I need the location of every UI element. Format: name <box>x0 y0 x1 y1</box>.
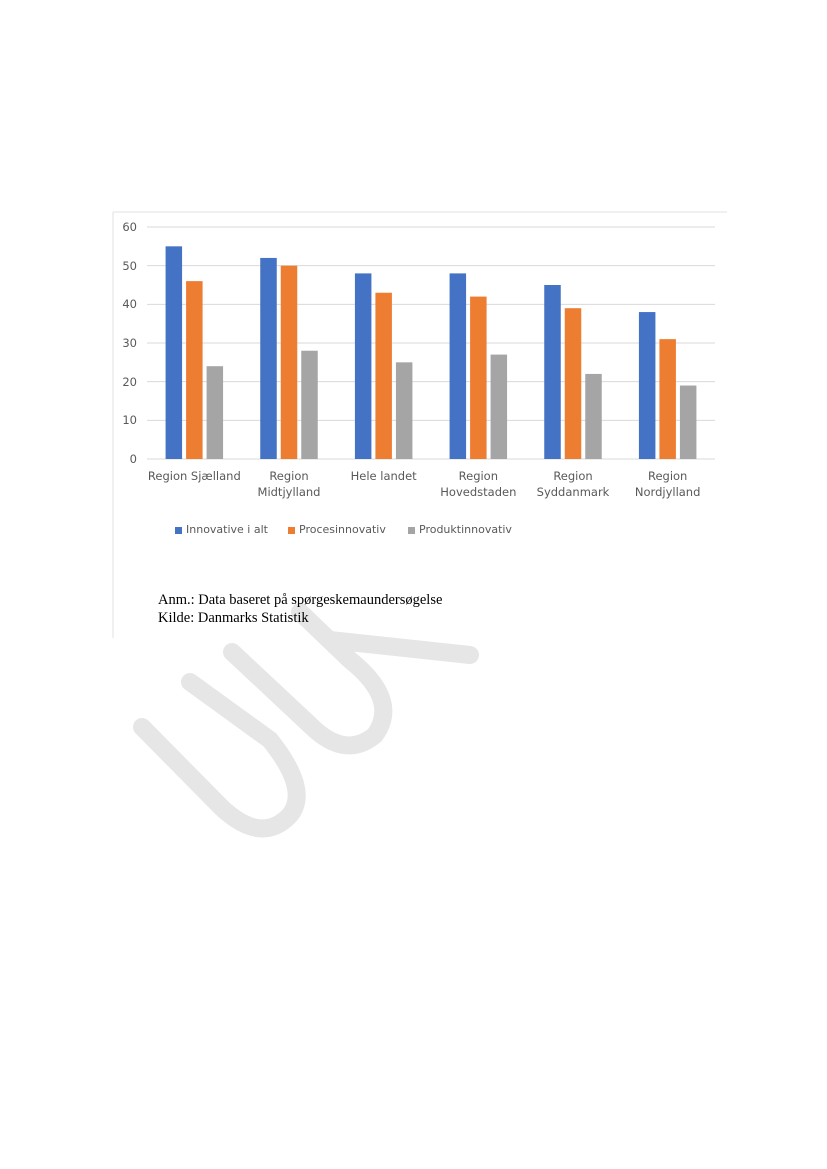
y-tick-label: 40 <box>122 297 137 312</box>
bar <box>165 246 183 459</box>
x-tick-label: Region Midtjylland <box>257 469 321 499</box>
bar <box>449 273 467 459</box>
bar <box>564 308 582 459</box>
bar <box>395 362 413 459</box>
y-tick-label: 10 <box>122 413 137 428</box>
bar <box>354 273 372 459</box>
x-tick-label: Hele landet <box>350 469 417 483</box>
bar <box>186 281 203 459</box>
bar <box>544 285 561 459</box>
bar <box>638 312 656 459</box>
bar <box>679 385 697 459</box>
legend-swatch <box>408 527 415 534</box>
bar <box>375 292 392 459</box>
bar <box>280 265 298 459</box>
y-tick-label: 30 <box>122 336 137 350</box>
bar <box>659 339 676 459</box>
note: Kilde: Danmarks Statistik <box>158 610 309 626</box>
legend-label: Procesinnovativ <box>299 523 386 536</box>
bar <box>490 354 508 459</box>
y-tick-label: 50 <box>122 258 137 273</box>
bar <box>206 366 224 459</box>
bar <box>301 350 318 459</box>
legend-swatch <box>288 527 295 534</box>
x-tick-label: Region Sjælland <box>147 469 241 483</box>
bar <box>585 373 602 459</box>
bar <box>470 296 487 459</box>
y-tick-label: 0 <box>129 452 137 466</box>
bar <box>260 257 277 459</box>
x-tick-label: Region Hovedstaden <box>440 469 517 499</box>
y-tick-label: 20 <box>122 374 137 389</box>
x-tick-label: Region Syddanmark <box>536 469 610 499</box>
legend-label: Innovative i alt <box>186 523 268 536</box>
y-tick-label: 60 <box>122 220 137 234</box>
legend-label: Produktinnovativ <box>419 523 512 536</box>
note: Anm.: Data baseret på spørgeskemaundersø… <box>158 592 443 608</box>
watermark <box>133 603 479 838</box>
x-tick-label: Region Nordjylland <box>634 469 701 499</box>
legend-swatch <box>175 527 182 534</box>
